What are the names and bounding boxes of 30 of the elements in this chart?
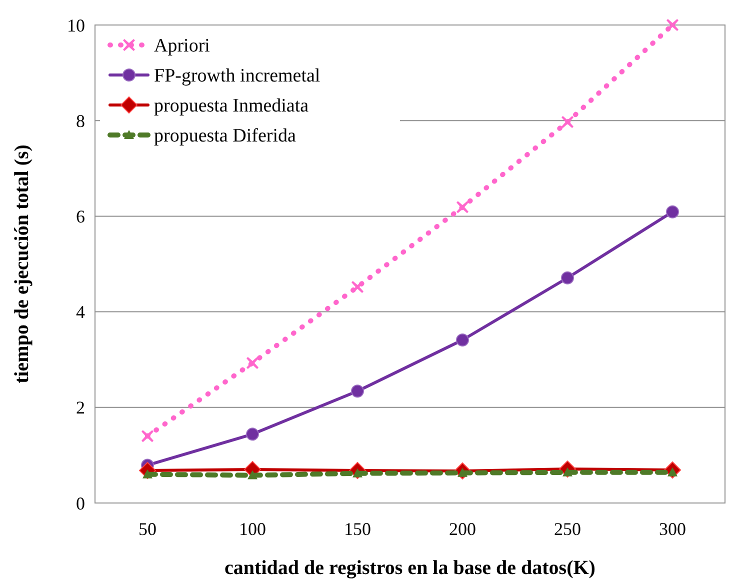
- x-tick-label: 100: [239, 519, 266, 539]
- y-tick-label: 0: [76, 493, 85, 514]
- x-tick-label: 200: [449, 519, 476, 539]
- legend-label: propuesta Inmediata: [154, 96, 310, 117]
- point: [561, 271, 574, 284]
- legend-label: Apriori: [154, 36, 210, 57]
- point: [456, 334, 469, 346]
- x-tick-label: 50: [138, 519, 156, 539]
- x-tick-label: 150: [344, 519, 371, 539]
- x-tick-label: 250: [554, 519, 581, 539]
- point: [666, 19, 678, 31]
- legend-label: propuesta Diferida: [154, 126, 296, 147]
- point: [456, 201, 468, 214]
- point: [562, 116, 574, 128]
- point: [246, 428, 259, 441]
- y-axis-title: tiempo de ejecución total (s): [11, 144, 33, 384]
- legend-label: FP-growth incremetal: [154, 66, 320, 87]
- y-tick-label: 2: [76, 398, 85, 418]
- y-tick-label: 10: [67, 15, 85, 36]
- y-tick-label: 6: [76, 206, 85, 226]
- x-axis-title: cantidad de registros en la base de datos(K): [224, 557, 596, 579]
- y-tick-label: 8: [76, 110, 85, 131]
- y-tick-label: 4: [76, 302, 85, 322]
- point: [666, 205, 679, 218]
- point: [142, 430, 154, 442]
- point: [248, 470, 258, 480]
- point: [352, 280, 364, 293]
- point: [246, 356, 258, 369]
- point: [351, 384, 364, 398]
- x-tick-label: 300: [659, 519, 686, 539]
